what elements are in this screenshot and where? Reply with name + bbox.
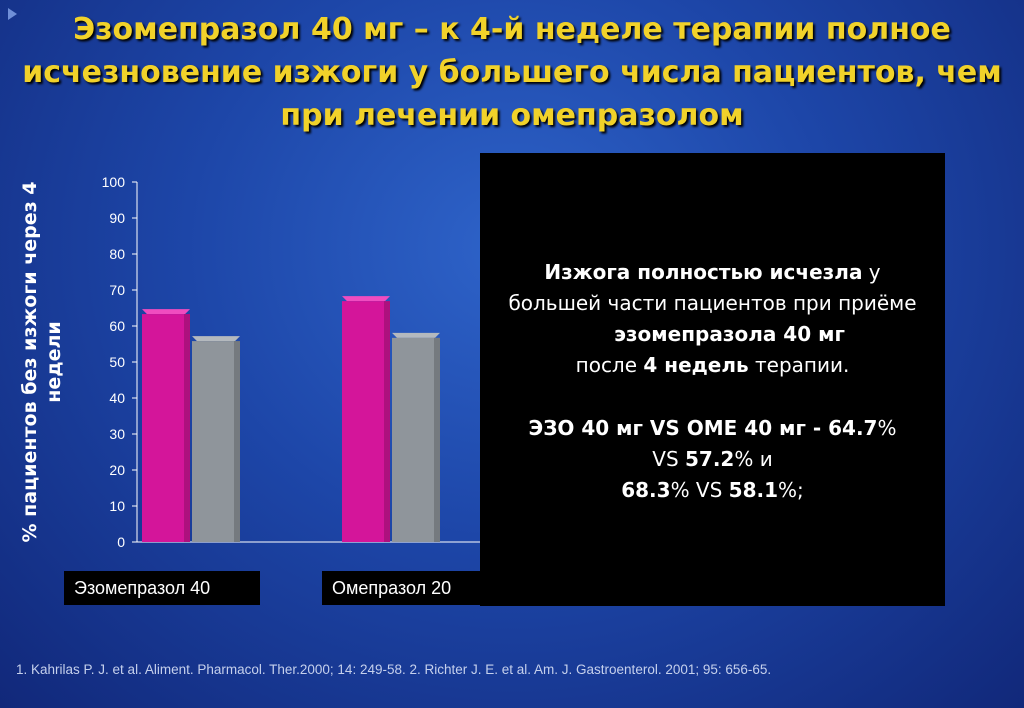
callout-highlight: Изжога полностью исчезла [544, 260, 863, 284]
callout-paragraph-1: Изжога полностью исчезла у большей части… [502, 257, 923, 381]
y-axis-label: % пациентов без изжоги через 4 недели [19, 181, 65, 543]
callout-value: 57.2 [685, 447, 735, 471]
slide-marker-icon [8, 8, 17, 20]
callout-value: 58.1 [728, 478, 779, 502]
callout-comparison: ЭЗО 40 мг VS ОМЕ 40 мг - 64.7 [528, 416, 878, 440]
y-tick-label: 90 [109, 210, 125, 226]
callout-paragraph-2: ЭЗО 40 мг VS ОМЕ 40 мг - 64.7% VS 57.2% … [502, 413, 923, 506]
callout-value: 68.3 [621, 478, 671, 502]
y-tick-label: 80 [109, 246, 125, 262]
bar-esomeprazole-series [342, 301, 390, 542]
bar-comparison-series [392, 337, 440, 542]
callout-text: % [877, 416, 897, 440]
category-label-esomeprazole: Эзомепразол 40 [64, 571, 260, 605]
slide-title: Эзомепразол 40 мг – к 4-й неделе терапии… [22, 12, 1002, 133]
references-footer: 1. Kahrilas P. J. et al. Aliment. Pharma… [16, 662, 772, 677]
callout-text: %; [778, 478, 804, 502]
y-tick-label: 50 [109, 354, 125, 370]
y-tick-label: 100 [102, 174, 126, 190]
bar-shade [384, 301, 390, 542]
callout-text: % VS [670, 478, 729, 502]
bar-shade [434, 337, 440, 542]
summary-callout: Изжога полностью исчезла у большей части… [480, 153, 945, 606]
bar-top [392, 332, 440, 338]
callout-weeks-highlight: 4 недель [643, 353, 749, 377]
bar-comparison-series [192, 341, 240, 542]
category-label-omeprazole: Омепразол 20 [322, 571, 482, 605]
bar-shade [234, 341, 240, 542]
callout-drug-highlight: эзомепразола 40 мг [614, 322, 845, 346]
bar-top [192, 336, 240, 342]
bar-shade [184, 314, 190, 542]
y-tick-label: 20 [109, 462, 125, 478]
y-tick-label: 70 [109, 282, 125, 298]
bar-esomeprazole-series [142, 314, 190, 542]
y-tick-label: 60 [109, 318, 125, 334]
callout-text: у большей части пациентов при приёме [508, 260, 917, 315]
y-tick-label: 30 [109, 426, 125, 442]
bar-top [342, 296, 390, 302]
callout-text: терапии. [748, 353, 850, 377]
callout-text: VS [652, 447, 685, 471]
y-tick-label: 0 [117, 534, 125, 550]
callout-text: % и [734, 447, 773, 471]
bar-top [142, 309, 190, 315]
y-tick-label: 10 [109, 498, 125, 514]
callout-text: после [575, 353, 644, 377]
y-tick-label: 40 [109, 390, 125, 406]
